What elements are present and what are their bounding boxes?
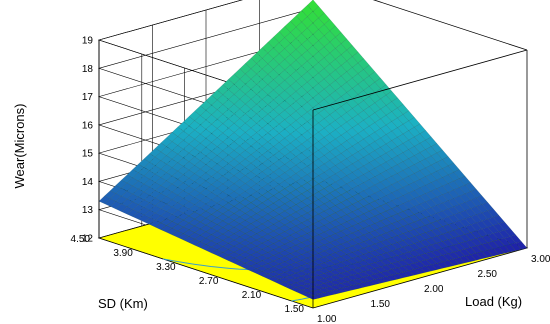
z-tick-label: 14 <box>82 177 94 188</box>
y-tick-label: 1.50 <box>285 304 305 315</box>
z-tick-label: 17 <box>82 92 94 103</box>
z-tick-label: 19 <box>82 36 94 47</box>
x-axis-label: Load (Kg) <box>465 294 522 309</box>
x-tick-label: 2.00 <box>424 284 444 295</box>
z-tick-label: 13 <box>82 205 94 216</box>
y-tick-label: 3.30 <box>156 262 176 273</box>
z-tick-label: 15 <box>82 149 94 160</box>
y-tick-label: 3.90 <box>113 248 133 259</box>
y-tick-label: 2.70 <box>199 276 219 287</box>
z-tick-label: 18 <box>82 64 94 75</box>
response-surface <box>98 0 528 300</box>
z-axis-label: Wear(Microns) <box>12 104 27 189</box>
x-tick-label: 2.50 <box>478 269 498 280</box>
y-tick-label: 4.50 <box>71 234 91 245</box>
z-tick-label: 16 <box>82 120 94 131</box>
y-axis-label: SD (Km) <box>98 296 148 311</box>
front-box-edges <box>98 0 528 308</box>
box-edge <box>312 49 528 111</box>
z-tick-label: 12 <box>82 234 94 245</box>
tick-labels: 12 13 14 15 16 17 18 19 1.50 2.10 2.70 3.30 3.90 4.50… <box>71 36 550 324</box>
y-tick-label: 2.10 <box>242 290 262 301</box>
x-tick-label: 1.50 <box>371 299 391 310</box>
x-tick-label: 1.00 <box>317 314 337 324</box>
x-tick-label: 3.00 <box>531 254 550 265</box>
surface-cell <box>515 241 528 250</box>
box-edge <box>372 0 528 51</box>
